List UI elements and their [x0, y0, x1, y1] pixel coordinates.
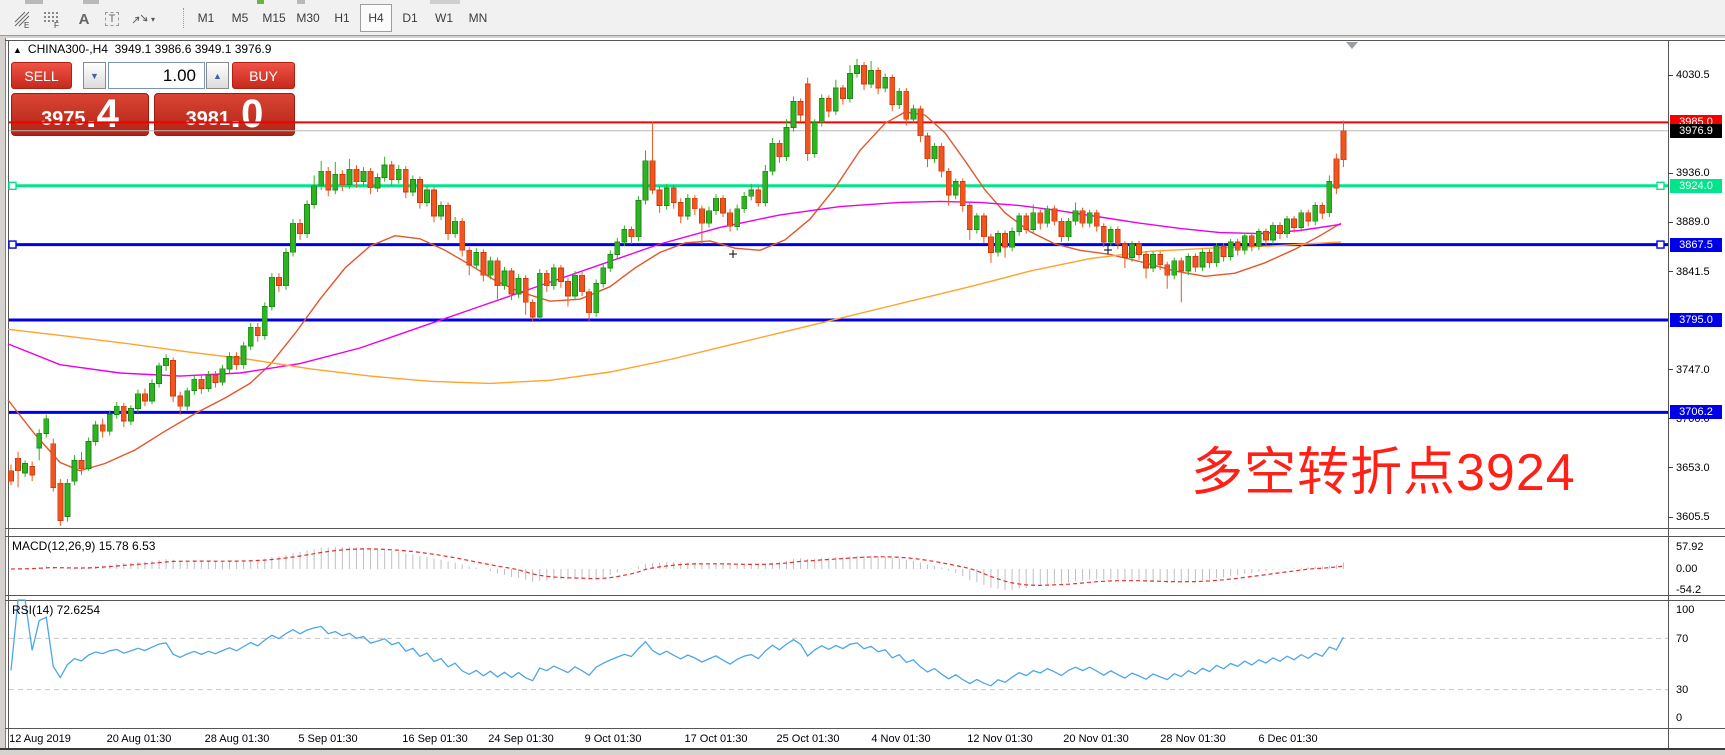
time-axis-label: 16 Sep 01:30	[402, 733, 468, 745]
price-tick-label: 4030.5	[1676, 69, 1710, 82]
price-tick-dash	[1668, 221, 1673, 223]
toolbar-separator	[183, 8, 184, 28]
level-price-badge: 3795.0	[1670, 312, 1722, 327]
level-price-badge: 3706.2	[1670, 405, 1722, 420]
rsi-indicator-label: RSI(14) 72.6254	[12, 603, 101, 617]
arrows-tool-icon[interactable]: ▾	[128, 6, 156, 32]
timeframe-button-h1[interactable]: H1	[334, 11, 350, 25]
sell-price-big-digit: .4	[85, 92, 119, 136]
level-price-badge: 3924.0	[1670, 178, 1722, 193]
current-price-badge: 3976.9	[1670, 123, 1722, 138]
price-tick-label: 3841.5	[1676, 265, 1710, 278]
svg-text:E: E	[24, 21, 29, 29]
macd-tick-label: -54.2	[1676, 584, 1702, 596]
rsi-tick-label: 0	[1676, 712, 1683, 724]
chart-ohlc-values: 3949.1 3986.6 3949.1 3976.9	[114, 42, 272, 56]
time-axis-label: 4 Nov 01:30	[871, 733, 931, 745]
time-axis-label: 28 Aug 01:30	[204, 733, 270, 745]
sell-button[interactable]: SELL	[11, 62, 72, 89]
toolbar-clipped-row-remnant	[430, 0, 460, 4]
price-tick-label: 3936.0	[1676, 167, 1710, 180]
timeframe-button-m5[interactable]: M5	[231, 11, 249, 25]
chart-header: ▲ CHINA300-,H4 3949.1 3986.6 3949.1 3976.…	[13, 42, 271, 56]
volume-decrease-button[interactable]: ▼	[83, 62, 106, 89]
price-tick-dash	[1668, 172, 1673, 174]
time-axis-label: 12 Nov 01:30	[967, 733, 1033, 745]
toolbar-clipped-row-remnant	[83, 0, 99, 4]
timeframe-button-mn[interactable]: MN	[468, 11, 488, 25]
toolbar-clipped-row-remnant	[297, 0, 305, 4]
collapse-triangle-icon[interactable]: ▲	[13, 45, 22, 55]
price-tick-dash	[1668, 369, 1673, 371]
price-tick-dash	[1668, 271, 1673, 273]
timeframe-button-m1[interactable]: M1	[197, 11, 215, 25]
chart-symbol-timeframe: CHINA300-,H4	[27, 42, 108, 56]
macd-tick-label: 0.00	[1676, 563, 1698, 575]
price-axis[interactable]	[1669, 40, 1725, 728]
macd-indicator-label: MACD(12,26,9) 15.78 6.53	[12, 539, 156, 553]
timeframe-button-w1[interactable]: W1	[435, 11, 453, 25]
time-axis-label: 5 Sep 01:30	[298, 733, 358, 745]
rsi-tick-label: 30	[1676, 684, 1689, 696]
level-price-badge: 3867.5	[1670, 237, 1722, 252]
time-axis-label: 25 Oct 01:30	[776, 733, 840, 745]
volume-input[interactable]	[108, 62, 205, 89]
time-axis-label: 6 Dec 01:30	[1258, 733, 1318, 745]
price-tick-label: 3653.0	[1676, 461, 1710, 474]
time-axis-label: 17 Oct 01:30	[684, 733, 748, 745]
time-axis-label: 9 Oct 01:30	[584, 733, 642, 745]
buy-button[interactable]: BUY	[232, 62, 295, 89]
toolbar-clipped-row-remnant	[25, 0, 43, 4]
hatch-pattern-tool-icon[interactable]: E	[8, 6, 36, 32]
timeframe-button-h4[interactable]: H4	[360, 4, 392, 32]
toolbar: E F A T ▾ M1 M5 M15 M30 H1 H4 D1 W1 MN	[0, 0, 1725, 36]
time-axis-label: 20 Nov 01:30	[1063, 733, 1129, 745]
price-tick-label: 3605.5	[1676, 511, 1710, 524]
buy-price-big-digit: .0	[230, 92, 264, 136]
svg-text:F: F	[54, 21, 59, 29]
time-axis-label: 20 Aug 01:30	[106, 733, 172, 745]
text-box-tool-icon[interactable]: T	[98, 6, 126, 32]
macd-tick-label: 57.92	[1676, 541, 1704, 553]
chart-window[interactable]: ▲ CHINA300-,H4 3949.1 3986.6 3949.1 3976.…	[5, 38, 1725, 750]
toolbar-clipped-row-remnant	[257, 0, 264, 4]
grid-pattern-tool-icon[interactable]: F	[38, 6, 66, 32]
price-tick-dash	[1668, 516, 1673, 518]
price-tick-label: 3889.0	[1676, 216, 1710, 229]
rsi-tick-label: 70	[1676, 633, 1689, 645]
sell-price-display[interactable]: 3975.4	[11, 93, 149, 136]
timeframe-button-d1[interactable]: D1	[402, 11, 418, 25]
one-click-trade-panel: SELL ▼ ▲ BUY 3975.4 3981.0	[11, 62, 295, 136]
price-tick-dash	[1668, 74, 1673, 76]
chinese-annotation-text: 多空转折点3924	[1191, 444, 1576, 502]
price-tick-dash	[1668, 467, 1673, 469]
time-axis-label: 12 Aug 2019	[9, 733, 71, 745]
timeframe-button-m15[interactable]: M15	[262, 11, 286, 25]
buy-price-display[interactable]: 3981.0	[154, 93, 295, 136]
window-bottom-border	[0, 748, 1725, 750]
volume-increase-button[interactable]: ▲	[206, 62, 229, 89]
time-axis-label: 28 Nov 01:30	[1160, 733, 1226, 745]
time-axis-label: 24 Sep 01:30	[488, 733, 554, 745]
time-axis[interactable]	[8, 728, 1668, 748]
rsi-tick-label: 100	[1676, 604, 1695, 616]
sell-price-main: 3975	[41, 108, 86, 130]
buy-price-main: 3981	[185, 108, 231, 130]
timeframe-button-m30[interactable]: M30	[296, 11, 320, 25]
price-tick-label: 3747.0	[1676, 363, 1710, 376]
text-label-tool-icon[interactable]: A	[78, 10, 90, 28]
